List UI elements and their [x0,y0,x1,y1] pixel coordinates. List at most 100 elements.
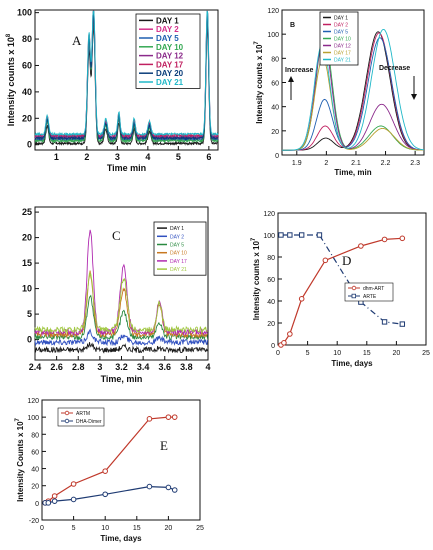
y-axis-exponent: 7 [251,237,257,241]
y-tick-label: 100 [17,8,32,18]
x-axis-label: Time, min [334,168,371,177]
x-tick-label: 20 [165,525,173,532]
series-line [282,28,424,151]
x-tick-label: 3 [115,152,120,162]
x-tick-label: 2.4 [29,362,42,372]
x-tick-label: 1.9 [292,160,302,167]
series-group [42,414,178,506]
y-tick-label: 60 [271,81,279,88]
data-point [45,500,52,506]
x-tick-label: 10 [101,525,109,532]
legend: ARTM DHA-Dimer [57,407,105,427]
x-tick-label: 15 [363,350,371,357]
legend-entry: DAY 10 [156,43,184,52]
legend-box [153,221,207,276]
x-tick-label: 2 [84,152,89,162]
x-axis-label: Time, days [100,534,142,543]
panel-E: 0 5 10 15 20 25-20020406080100120ARTMDHA-Dime… [15,398,204,543]
y-tick-label: 100 [263,233,275,240]
data-point [146,483,153,490]
series-line [34,229,209,337]
series-line [44,416,175,504]
data-point [165,414,172,420]
legend-entry: DAY 12 [156,52,184,61]
legend-entry: ARTM [76,411,90,417]
y-tick-label: 80 [271,56,279,63]
legend-entry: DAY 10 [334,37,351,43]
panel-label: E [160,438,168,453]
legend-entry: DAY 17 [156,60,184,69]
legend-entry: DAY 2 [334,23,348,29]
y-tick-label: 100 [27,415,39,422]
series-line [281,234,403,325]
increase-arrow-head [288,76,294,82]
y-tick-label: 40 [31,467,39,474]
legend-entry: DAY 1 [156,16,179,25]
x-tick-label: 10 [333,350,341,357]
x-axis-label: Time min [107,163,146,173]
series-line [34,272,208,334]
legend-entry: DAY 17 [334,51,351,57]
legend-entry: DAY 21 [334,58,351,64]
data-point [381,319,388,325]
series-line [282,32,424,151]
data-point [70,481,77,487]
legend-entry: DAY 20 [156,69,184,78]
y-axis-exponent: 7 [254,41,260,45]
y-tick-label: 0 [27,140,32,150]
data-point [399,321,406,327]
x-tick-label: 25 [422,350,430,357]
legend-box [135,13,201,89]
y-tick-label: 80 [31,432,39,439]
legend-marker [64,418,70,424]
series-group [282,28,425,151]
data-point [287,232,293,238]
data-point [298,296,305,302]
y-tick-label: -20 [29,518,39,525]
y-tick-label: 0 [275,153,279,160]
data-point [165,484,172,491]
legend-entry: DAY 5 [156,34,179,43]
y-tick-label: 40 [271,105,279,112]
data-point [399,235,406,242]
legend-entry: DAY 1 [334,16,348,22]
legend-marker [64,410,70,416]
y-tick-label: 60 [22,60,32,70]
data-point [171,487,178,493]
legend-marker [351,285,357,291]
annotation-decrease: Decrease [379,65,410,72]
series-line [34,24,219,146]
legend-marker [351,293,356,299]
y-tick-label: 120 [263,211,275,218]
x-tick-label: 5 [306,350,310,357]
y-tick-label: 10 [22,284,32,294]
x-tick-label: 0 [276,350,280,357]
data-point [322,257,329,264]
y-axis-exponent: 7 [15,417,21,421]
y-tick-label: 120 [267,8,279,15]
legend-entry: DHA-Dimer [76,419,102,425]
legend-entry: DAY 5 [170,243,184,249]
data-point [51,493,58,499]
series-line [34,342,209,354]
y-tick-label: 5 [27,309,32,319]
y-tick-label: 80 [22,34,32,44]
x-tick-label: 3.4 [137,362,150,372]
y-axis-label: Intensity counts x 108 [6,33,16,126]
x-tick-label: 20 [393,350,401,357]
series-line [282,57,424,151]
data-point [146,416,153,422]
x-tick-label: 5 [72,525,76,532]
x-tick-label: 6 [206,152,211,162]
legend-entry: DAY 5 [334,30,348,36]
y-tick-label: 20 [31,484,39,491]
panel-D: 0 5 10 15 20 25 0 20 40 60 80 100 120 dhm-ART ARTE D Tim… [251,211,430,368]
x-tick-label: 1 [54,152,59,162]
x-tick-label: 0 [40,525,44,532]
series-group [34,10,219,146]
data-point [281,340,287,346]
x-tick-label: 3.6 [158,362,171,372]
y-tick-label: 0 [35,501,39,508]
